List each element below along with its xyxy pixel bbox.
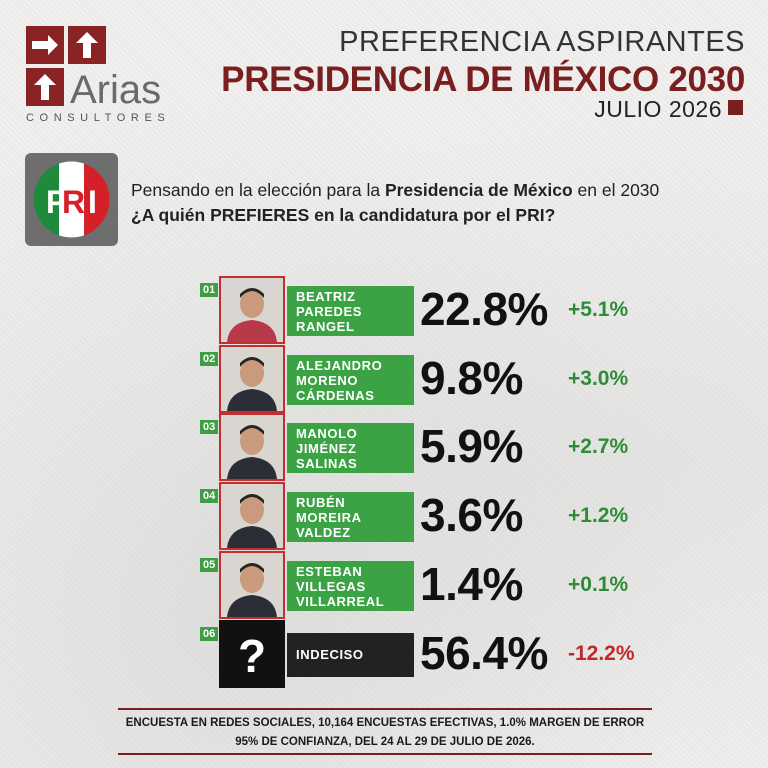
candidate-name-line: SALINAS <box>296 456 358 471</box>
candidate-row: 05 ESTEBAN VILLEGAS VILLARREAL 1.4% +0.1% <box>200 550 740 622</box>
candidate-name-line: VALDEZ <box>296 525 351 540</box>
candidate-row: 01 BEATRIZ PAREDES RANGEL 22.8% +5.1% <box>200 275 740 347</box>
candidate-row: 02 ALEJANDRO MORENO CÁRDENAS 9.8% +3.0% <box>200 344 740 416</box>
candidate-name-line: VILLEGAS <box>296 579 366 594</box>
candidate-name: INDECISO <box>287 633 414 677</box>
change-value: -12.2% <box>568 642 635 665</box>
candidate-row: 06? INDECISO 56.4% -12.2% <box>200 619 740 691</box>
rank-number: 01 <box>200 283 219 297</box>
footer-line-2: 95% DE CONFIANZA, DEL 24 AL 29 DE JULIO … <box>235 736 535 748</box>
change-value: +1.2% <box>568 504 629 527</box>
pri-logo: P R I <box>25 153 118 246</box>
candidate-name-line: ALEJANDRO <box>296 358 383 373</box>
candidate-name-line: BEATRIZ <box>296 289 356 304</box>
footer-divider-bottom <box>118 753 652 755</box>
preference-value: 9.8% <box>420 352 523 404</box>
candidate-name-line: PAREDES <box>296 304 363 319</box>
candidate-name-line: ESTEBAN <box>296 564 363 579</box>
question-prefix: Pensando en la elección para la <box>131 180 385 200</box>
question-suffix: en el 2030 <box>572 180 660 200</box>
candidate-name: BEATRIZ PAREDES RANGEL <box>287 286 414 336</box>
brand-name: Arias <box>70 68 162 112</box>
question-line-2: ¿A quién PREFIERES en la candidatura por… <box>131 203 659 228</box>
candidate-row: 03 MANOLO JIMÉNEZ SALINAS 5.9% +2.7% <box>200 412 740 484</box>
candidate-name-line: RANGEL <box>296 319 355 334</box>
candidate-photo <box>219 482 285 550</box>
candidate-name-line: INDECISO <box>296 647 364 662</box>
preference-value: 3.6% <box>420 489 523 541</box>
change-value: +5.1% <box>568 298 629 321</box>
preference-value: 22.8% <box>420 283 548 335</box>
pri-letter-r: R <box>62 184 85 220</box>
change-value: +3.0% <box>568 367 629 390</box>
arias-logo: Arias CONSULTORES <box>26 26 186 124</box>
footer-line-1: ENCUESTA EN REDES SOCIALES, 10,164 ENCUE… <box>125 717 645 729</box>
brand-subtitle: CONSULTORES <box>26 112 171 124</box>
candidate-name: ALEJANDRO MORENO CÁRDENAS <box>287 355 414 405</box>
candidate-name-line: RUBÉN <box>296 495 346 510</box>
candidate-name-line: MORENO <box>296 373 359 388</box>
preference-value: 56.4% <box>420 627 548 679</box>
svg-text:?: ? <box>238 630 266 682</box>
preference-value: 1.4% <box>420 558 523 610</box>
candidate-name: RUBÉN MOREIRA VALDEZ <box>287 492 414 542</box>
candidate-name: ESTEBAN VILLEGAS VILLARREAL <box>287 561 414 611</box>
rank-number: 06 <box>200 627 219 641</box>
arrow-up-icon <box>26 68 64 106</box>
header-title: PRESIDENCIA DE MÉXICO 2030 <box>221 60 745 99</box>
header-pretitle: PREFERENCIA ASPIRANTES <box>339 26 745 58</box>
change-value: +0.1% <box>568 573 629 596</box>
question-mark-icon: ? <box>219 620 285 688</box>
candidate-name: MANOLO JIMÉNEZ SALINAS <box>287 423 414 473</box>
question-line-1: Pensando en la elección para la Presiden… <box>131 178 659 203</box>
rank-number: 03 <box>200 420 219 434</box>
candidate-name-line: VILLARREAL <box>296 594 385 609</box>
arrow-up-icon <box>68 26 106 64</box>
question-bold: Presidencia de México <box>384 180 573 200</box>
change-value: +2.7% <box>568 435 629 458</box>
candidate-photo <box>219 276 285 344</box>
candidate-name-line: MANOLO <box>296 426 358 441</box>
candidate-name-line: JIMÉNEZ <box>296 441 357 456</box>
survey-question: Pensando en la elección para la Presiden… <box>131 178 659 228</box>
header-date: JULIO 2026 <box>594 96 722 122</box>
arrow-right-icon <box>26 26 64 64</box>
rank-number: 02 <box>200 352 219 366</box>
pri-letter-i: I <box>88 184 97 220</box>
candidate-photo <box>219 345 285 413</box>
candidate-photo <box>219 551 285 619</box>
preference-value: 5.9% <box>420 420 523 472</box>
footer-divider-top <box>118 708 652 710</box>
date-marker <box>728 100 743 115</box>
pri-letter-p: P <box>46 184 67 220</box>
footer-note: ENCUESTA EN REDES SOCIALES, 10,164 ENCUE… <box>118 714 652 752</box>
question-main: ¿A quién PREFIERES en la candidatura por… <box>131 205 556 225</box>
rank-number: 05 <box>200 558 219 572</box>
rank-number: 04 <box>200 489 219 503</box>
candidate-photo <box>219 413 285 481</box>
candidate-name-line: MOREIRA <box>296 510 362 525</box>
candidate-name-line: CÁRDENAS <box>296 388 375 403</box>
candidate-row: 04 RUBÉN MOREIRA VALDEZ 3.6% +1.2% <box>200 481 740 553</box>
